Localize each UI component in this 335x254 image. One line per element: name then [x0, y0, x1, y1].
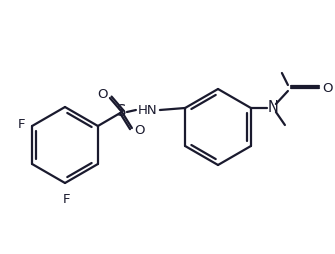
Text: O: O	[323, 82, 333, 94]
Text: F: F	[62, 193, 70, 206]
Text: F: F	[18, 119, 25, 132]
Text: O: O	[135, 124, 145, 137]
Text: N: N	[267, 101, 278, 116]
Text: HN: HN	[138, 103, 158, 117]
Text: S: S	[117, 104, 127, 119]
Text: O: O	[98, 88, 108, 102]
